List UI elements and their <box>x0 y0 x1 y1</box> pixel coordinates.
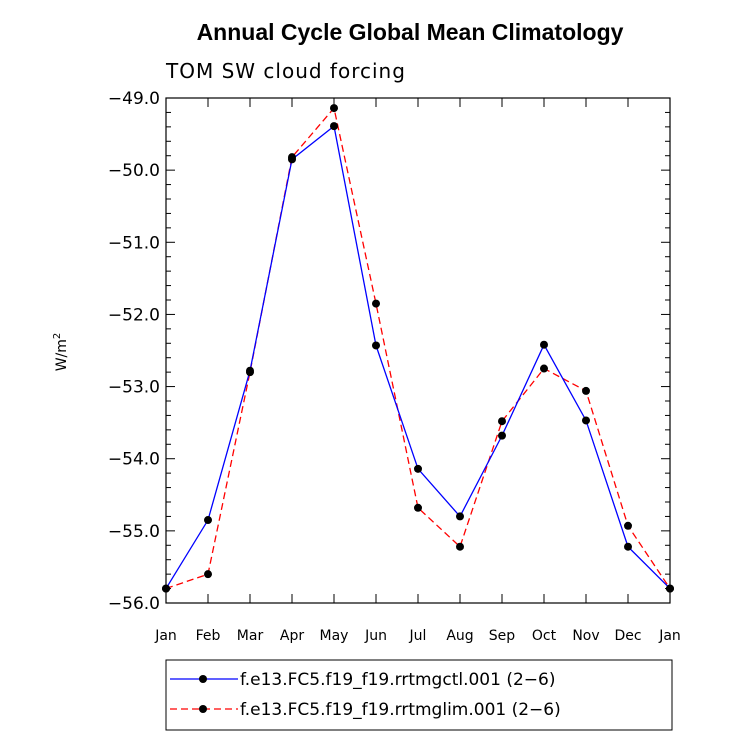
data-point <box>456 512 464 521</box>
y-axis-label-unit: W/m <box>54 339 70 371</box>
y-tick-label: −56.0 <box>108 594 160 614</box>
series-line <box>165 124 671 590</box>
plot-frame <box>165 97 671 604</box>
chart-title: Annual Cycle Global Mean Climatology <box>197 19 624 45</box>
data-point <box>582 386 590 395</box>
series-layer <box>162 104 674 593</box>
data-point <box>204 570 212 579</box>
x-tick-label: Sep <box>489 628 516 644</box>
data-point <box>162 584 170 593</box>
legend-marker <box>199 675 207 683</box>
x-tick-label: Apr <box>280 628 304 644</box>
y-tick-label: −52.0 <box>108 305 160 325</box>
data-point <box>582 416 590 425</box>
data-point <box>330 104 338 113</box>
data-point <box>624 542 632 551</box>
legend-label: f.e13.FC5.f19_f19.rrtmgctl.001 (2−6) <box>240 670 555 690</box>
data-point <box>540 340 548 349</box>
data-point <box>456 542 464 551</box>
y-tick-label: −51.0 <box>108 233 160 253</box>
data-point <box>666 584 674 593</box>
y-axis: −49.0 −50.0 −51.0 −52.0 −53.0 −54.0 −55.0 −56.0 <box>108 89 670 614</box>
x-tick-label: Oct <box>532 628 557 644</box>
data-point <box>498 417 506 426</box>
x-tick-label: Feb <box>196 628 221 644</box>
data-point <box>204 516 212 525</box>
x-tick-label: Aug <box>446 628 473 644</box>
y-tick-label: −50.0 <box>108 161 160 181</box>
x-tick-label: Dec <box>614 628 641 644</box>
legend-item: f.e13.FC5.f19_f19.rrtmglim.001 (2−6) <box>170 700 561 720</box>
y-tick-label: −54.0 <box>108 450 160 470</box>
data-point <box>372 299 380 308</box>
x-axis: Jan Feb Mar Apr May Jun Jul Aug Sep Oct Nov Dec Jan <box>154 98 681 644</box>
x-tick-label: Nov <box>572 628 599 644</box>
series-line <box>165 106 671 590</box>
x-tick-label: Jan <box>154 628 177 644</box>
legend-item: f.e13.FC5.f19_f19.rrtmgctl.001 (2−6) <box>170 670 555 690</box>
legend-label: f.e13.FC5.f19_f19.rrtmglim.001 (2−6) <box>240 700 561 720</box>
x-tick-label: Jul <box>409 628 427 644</box>
data-point <box>540 364 548 373</box>
data-point <box>288 153 296 162</box>
y-tick-label: −55.0 <box>108 522 160 542</box>
legend-marker <box>199 705 207 713</box>
y-tick-label: −49.0 <box>108 89 160 109</box>
legend-box <box>165 659 673 731</box>
data-point <box>372 341 380 350</box>
data-point <box>414 503 422 512</box>
legend: f.e13.FC5.f19_f19.rrtmgctl.001 (2−6) f.e1… <box>170 670 561 720</box>
data-point <box>498 431 506 440</box>
data-point <box>246 368 254 377</box>
y-tick-label: −53.0 <box>108 378 160 398</box>
x-tick-label: Jun <box>364 628 387 644</box>
data-point <box>414 464 422 473</box>
data-point <box>330 122 338 131</box>
chart-subtitle: TOM SW cloud forcing <box>165 59 406 83</box>
y-axis-label-exponent: 2 <box>52 333 63 339</box>
data-point <box>624 521 632 530</box>
y-axis-label: W/m2 <box>52 333 70 372</box>
x-tick-label: Mar <box>237 628 264 644</box>
x-tick-label: Jan <box>658 628 681 644</box>
x-tick-label: May <box>320 628 349 644</box>
